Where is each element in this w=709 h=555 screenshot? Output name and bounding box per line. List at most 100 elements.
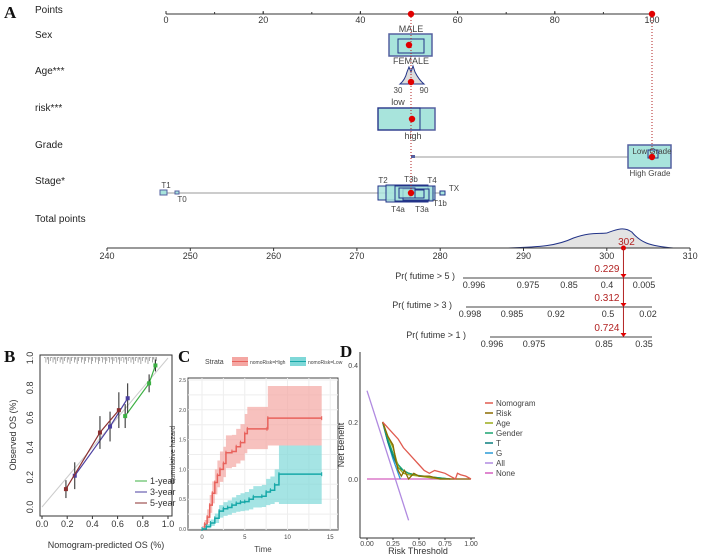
stage-level: T2 <box>378 176 388 185</box>
probability-value: 0.312 <box>594 293 619 304</box>
dca-legend-label: T <box>496 439 501 448</box>
hazard-x-tick: 5 <box>243 535 247 541</box>
risk-level-low: low <box>391 97 405 107</box>
hazard-x-tick: 0 <box>200 535 204 541</box>
total-tick-label: 310 <box>683 251 698 261</box>
hazard-y-tick: 1.0 <box>179 467 186 473</box>
selected-point-dot <box>405 41 413 49</box>
hazard-x-tick: 10 <box>284 535 291 541</box>
selected-point-dot <box>648 153 656 161</box>
grade-level-high: High Grade <box>630 169 671 178</box>
probability-tick-label: 0.5 <box>602 309 615 319</box>
dca-legend-label: Risk <box>496 409 513 418</box>
stage-box-t0 <box>174 190 180 195</box>
dca-x-label: Risk Threshold <box>388 546 448 555</box>
panel-label-B: B <box>4 347 15 366</box>
dca-y-tick: 0.2 <box>348 420 358 427</box>
probability-tick-label: 0.998 <box>459 309 482 319</box>
calibration-point <box>153 363 158 368</box>
calibration-y-tick: 0.4 <box>25 441 35 454</box>
probability-tick-label: 0.985 <box>501 309 524 319</box>
dca-x-tick: 0.75 <box>438 541 452 548</box>
probability-tick-label: 0.005 <box>633 280 656 290</box>
calibration-x-tick: 0.0 <box>36 519 49 529</box>
points-axis-label: Points <box>35 5 63 16</box>
dca-y-label: Net Benefit <box>336 422 346 467</box>
points-tick-label: 60 <box>453 15 463 25</box>
calibration-x-label: Nomogram-predicted OS (%) <box>48 540 165 550</box>
selected-point-dot <box>408 115 416 123</box>
calibration-x-tick: 1.0 <box>162 519 175 529</box>
selected-point-dot <box>407 78 415 86</box>
dca-line <box>382 421 472 480</box>
strata-legend-label: nomoRisk=High <box>250 360 286 366</box>
strata-legend-label: nomoRisk=Low <box>308 360 343 366</box>
probability-arrow <box>620 333 627 337</box>
probability-tick-label: 0.35 <box>635 339 653 349</box>
calibration-point <box>108 424 113 429</box>
calibration-y-tick: 0.0 <box>25 501 35 514</box>
probability-tick-label: 0.975 <box>517 280 540 290</box>
total-points-label: Total points <box>35 214 86 225</box>
variable-label: Age*** <box>35 66 65 77</box>
dca-legend-label: Nomogram <box>496 399 536 408</box>
risk-box-low <box>377 107 436 131</box>
total-tick-label: 280 <box>433 251 448 261</box>
confidence-band <box>202 385 322 529</box>
hazard-y-tick: 0.5 <box>179 497 186 503</box>
variable-label: risk*** <box>35 103 62 114</box>
stage-level: TX <box>449 184 460 193</box>
hazard-x-label: Time <box>254 545 272 554</box>
calibration-point <box>125 396 130 401</box>
risk-level-high: high <box>404 131 421 141</box>
calibration-y-tick: 0.2 <box>25 471 35 484</box>
risk-box-high <box>377 107 421 131</box>
probability-tick-label: 0.4 <box>601 280 614 290</box>
probability-tick-label: 0.996 <box>463 280 486 290</box>
age-level-30: 30 <box>394 86 403 95</box>
calibration-y-label: Observed OS (%) <box>8 399 18 470</box>
total-tick-label: 240 <box>99 251 114 261</box>
total-tick-label: 270 <box>349 251 364 261</box>
total-tick-label: 260 <box>266 251 281 261</box>
dca-legend-label: None <box>496 469 516 478</box>
variable-label: Sex <box>35 30 52 41</box>
probability-label: Pr( futime > 1 ) <box>406 330 466 340</box>
probability-label: Pr( futime > 5 ) <box>395 271 455 281</box>
hazard-y-tick: 2.5 <box>179 378 186 384</box>
points-tick-label: 40 <box>355 15 365 25</box>
probability-tick-label: 0.02 <box>639 309 657 319</box>
grade-box-high <box>411 155 415 158</box>
calibration-y-tick: 0.8 <box>25 382 35 395</box>
dca-x-tick: 0.00 <box>360 541 374 548</box>
dca-y-tick: 0.4 <box>348 363 358 370</box>
probability-value: 0.229 <box>594 264 619 275</box>
dca-legend-label: Age <box>496 419 511 428</box>
calibration-frame <box>39 354 173 517</box>
legend-label: 5-year <box>150 498 176 508</box>
age-level-90: 90 <box>420 86 429 95</box>
calibration-point <box>116 408 121 413</box>
selected-point-dot <box>407 189 415 197</box>
calibration-point <box>72 473 77 478</box>
stage-box-t1 <box>159 189 168 196</box>
probability-arrow <box>620 274 627 278</box>
dca-x-tick: 0.50 <box>412 541 426 548</box>
calibration-point <box>123 414 128 419</box>
calibration-x-tick: 0.2 <box>61 519 74 529</box>
dca-legend-label: G <box>496 449 502 458</box>
stage-box <box>398 187 416 199</box>
panel-label-C: C <box>178 347 190 366</box>
stage-level: T1 <box>161 181 171 190</box>
legend-label: 3-year <box>150 487 176 497</box>
variable-label: Grade <box>35 140 63 151</box>
total-points-density <box>506 228 674 249</box>
dca-legend-label: All <box>496 459 505 468</box>
total-tick-label: 290 <box>516 251 531 261</box>
probability-tick-label: 0.85 <box>560 280 578 290</box>
grade-level-low: Low Grade <box>632 147 672 156</box>
selected-point-dot <box>648 10 656 18</box>
stage-level: T0 <box>177 195 187 204</box>
dca-y-tick: 0.0 <box>348 477 358 484</box>
points-tick-label: 0 <box>163 15 168 25</box>
